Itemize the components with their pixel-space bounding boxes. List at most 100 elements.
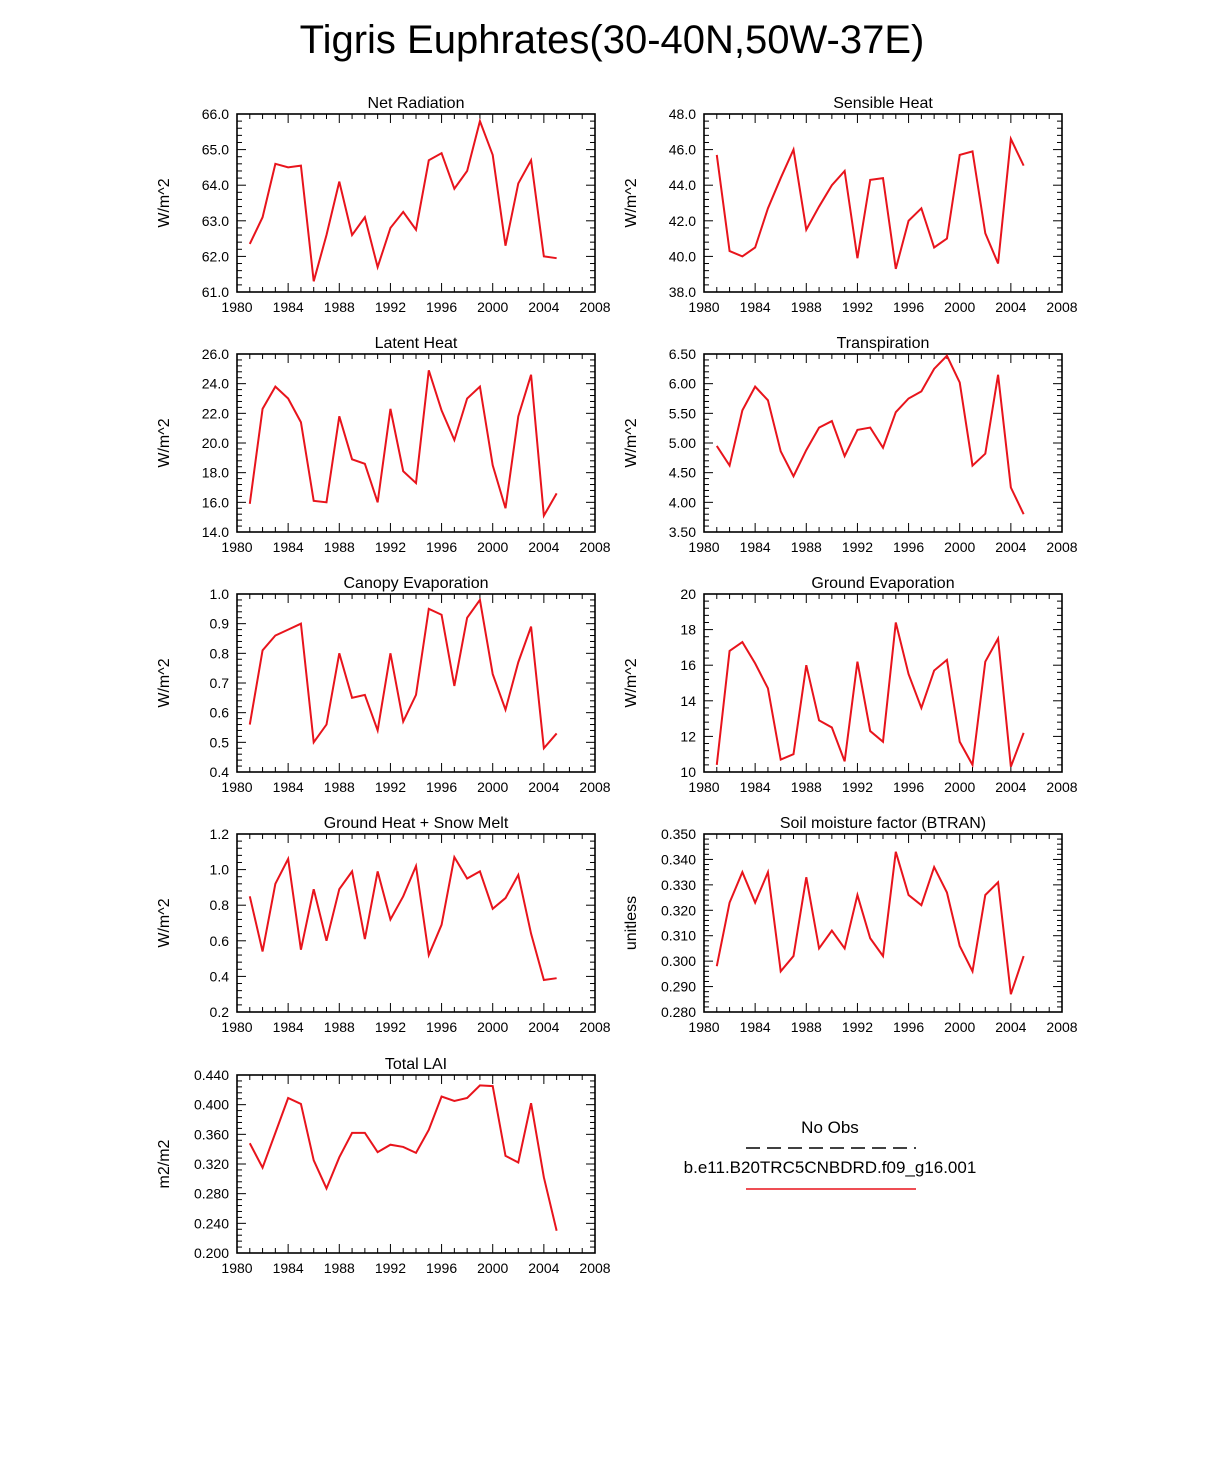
- y-axis-label: m2/m2: [156, 1139, 173, 1188]
- x-tick-label: 1996: [893, 779, 924, 795]
- x-tick-label: 1984: [273, 1260, 304, 1276]
- x-tick-label: 1992: [842, 779, 873, 795]
- x-tick-label: 1988: [791, 299, 822, 315]
- y-tick-label: 61.0: [202, 284, 229, 300]
- y-tick-label: 6.50: [669, 346, 696, 362]
- y-tick-label: 0.290: [661, 979, 696, 995]
- y-tick-label: 0.330: [661, 877, 696, 893]
- y-tick-label: 0.5: [210, 734, 230, 750]
- x-tick-label: 1996: [893, 299, 924, 315]
- y-axis-label: W/m^2: [623, 658, 640, 707]
- series-line: [715, 135, 1025, 270]
- x-tick-label: 1988: [324, 539, 355, 555]
- x-tick-label: 1980: [221, 1019, 252, 1035]
- y-tick-label: 0.320: [194, 1156, 229, 1172]
- y-tick-label: 0.300: [661, 953, 696, 969]
- x-tick-label: 2004: [528, 1019, 559, 1035]
- series-line: [248, 1084, 558, 1231]
- chart-panel-1: Net Radiation W/m^2 1980 1984 1988 1992 1996 20…: [156, 95, 611, 315]
- x-tick-label: 1996: [426, 1019, 457, 1035]
- y-tick-label: 0.7: [210, 675, 230, 691]
- chart-panel-9: Total LAI m2/m2 1980 1984 1988 1992 1996 2000 20…: [156, 1056, 611, 1276]
- chart-title: Latent Heat: [375, 335, 458, 352]
- y-tick-label: 44.0: [669, 177, 696, 193]
- x-tick-label: 1988: [324, 779, 355, 795]
- y-tick-label: 0.240: [194, 1215, 229, 1231]
- chart-panel-2: Sensible Heat W/m^2 1980 1984 1988 1992 1996 20…: [623, 95, 1078, 315]
- plot-frame: [236, 353, 596, 533]
- x-tick-label: 1984: [273, 1019, 304, 1035]
- y-axis-label: W/m^2: [623, 418, 640, 467]
- y-tick-label: 66.0: [202, 106, 229, 122]
- y-tick-label: 18.0: [202, 465, 229, 481]
- x-tick-label: 2008: [579, 299, 610, 315]
- x-tick-label: 1980: [221, 539, 252, 555]
- chart-title: Sensible Heat: [833, 95, 933, 112]
- x-tick-label: 2000: [944, 1019, 975, 1035]
- x-tick-label: 1992: [375, 779, 406, 795]
- series-line: [715, 851, 1025, 995]
- y-axis-label: W/m^2: [623, 178, 640, 227]
- series-line: [248, 854, 557, 982]
- y-tick-label: 63.0: [202, 213, 229, 229]
- chart-title: Transpiration: [837, 335, 930, 352]
- x-tick-label: 1996: [426, 1260, 457, 1276]
- y-tick-label: 48.0: [669, 106, 696, 122]
- x-tick-label: 1988: [791, 779, 822, 795]
- y-tick-label: 14: [680, 693, 696, 709]
- x-tick-label: 2000: [944, 779, 975, 795]
- x-tick-label: 2004: [995, 1019, 1026, 1035]
- chart-title: Total LAI: [385, 1056, 447, 1073]
- x-tick-label: 2000: [477, 1260, 508, 1276]
- x-tick-label: 2004: [995, 779, 1026, 795]
- y-tick-label: 0.6: [210, 705, 230, 721]
- y-tick-label: 0.280: [194, 1186, 229, 1202]
- x-tick-label: 1996: [426, 299, 457, 315]
- y-tick-label: 0.360: [194, 1126, 229, 1142]
- x-tick-label: 1980: [221, 1260, 252, 1276]
- y-tick-label: 64.0: [202, 177, 229, 193]
- y-tick-label: 0.4: [210, 764, 230, 780]
- x-tick-label: 1984: [273, 779, 304, 795]
- y-tick-label: 0.6: [210, 933, 230, 949]
- x-tick-label: 1984: [273, 299, 304, 315]
- x-tick-label: 1992: [842, 1019, 873, 1035]
- y-tick-label: 0.310: [661, 928, 696, 944]
- x-tick-label: 1980: [688, 299, 719, 315]
- x-tick-label: 1984: [740, 299, 771, 315]
- y-tick-label: 0.320: [661, 902, 696, 918]
- y-tick-label: 40.0: [669, 248, 696, 264]
- y-tick-label: 14.0: [202, 524, 229, 540]
- plot-frame: [703, 833, 1063, 1013]
- plot-frame: [236, 113, 596, 293]
- x-tick-label: 1984: [740, 779, 771, 795]
- y-tick-label: 18: [680, 622, 696, 638]
- x-tick-label: 1984: [740, 539, 771, 555]
- x-tick-label: 1996: [893, 1019, 924, 1035]
- x-tick-label: 1980: [688, 779, 719, 795]
- chart-title: Ground Evaporation: [811, 575, 954, 592]
- y-tick-label: 0.340: [661, 851, 696, 867]
- chart-title: Ground Heat + Snow Melt: [324, 815, 509, 832]
- page-title: Tigris Euphrates(30-40N,50W-37E): [299, 18, 925, 62]
- x-tick-label: 2000: [477, 1019, 508, 1035]
- x-tick-label: 2008: [579, 779, 610, 795]
- x-tick-label: 2000: [477, 299, 508, 315]
- x-tick-label: 2008: [579, 1260, 610, 1276]
- chart-title: Net Radiation: [368, 95, 465, 112]
- y-tick-label: 5.50: [669, 405, 696, 421]
- y-tick-label: 46.0: [669, 142, 696, 158]
- y-tick-label: 0.8: [210, 897, 230, 913]
- x-tick-label: 2008: [1046, 779, 1077, 795]
- x-tick-label: 1992: [842, 299, 873, 315]
- y-tick-label: 0.9: [210, 616, 230, 632]
- plot-frame: [703, 353, 1063, 533]
- x-tick-label: 2004: [995, 299, 1026, 315]
- x-tick-label: 2000: [944, 539, 975, 555]
- y-tick-label: 65.0: [202, 142, 229, 158]
- x-tick-label: 1992: [375, 1260, 406, 1276]
- y-tick-label: 4.50: [669, 465, 696, 481]
- x-tick-label: 1996: [893, 539, 924, 555]
- x-tick-label: 1984: [740, 1019, 771, 1035]
- series-line: [248, 370, 558, 519]
